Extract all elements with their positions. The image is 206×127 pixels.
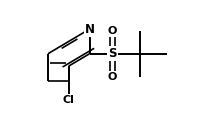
Text: S: S <box>108 47 116 60</box>
Text: Cl: Cl <box>62 95 74 105</box>
Text: N: N <box>84 23 94 36</box>
Text: O: O <box>107 26 117 36</box>
Text: O: O <box>107 72 117 82</box>
